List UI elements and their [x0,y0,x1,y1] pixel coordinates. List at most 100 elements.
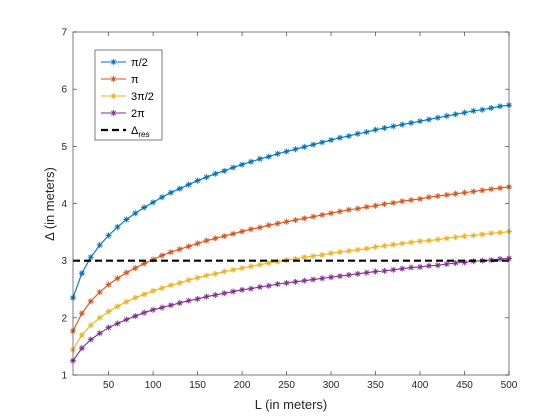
data-point-marker [336,134,343,141]
data-point-marker [488,105,495,112]
y-tick-label: 2 [61,313,67,324]
data-point-marker [78,310,85,317]
data-point-marker [319,275,326,282]
data-point-marker [256,283,263,290]
data-point-marker [141,204,148,211]
data-point-marker [390,241,397,248]
data-point-marker [283,279,290,286]
data-point-marker [443,235,450,242]
data-point-marker [247,226,254,233]
data-point-marker [319,211,326,218]
data-point-marker [105,324,112,331]
data-point-marker [310,253,317,260]
data-point-marker [185,181,192,188]
data-point-marker [372,202,379,209]
data-point-marker [230,230,237,237]
y-tick-label: 5 [61,142,67,153]
data-point-marker [479,187,486,194]
x-tick-label: 400 [412,380,429,391]
data-point-marker [470,188,477,195]
data-point-marker [461,189,468,196]
legend-label: π/2 [131,57,148,69]
data-point-marker [167,302,174,309]
data-point-marker [443,191,450,198]
data-point-marker [497,103,504,110]
data-point-marker [212,170,219,177]
data-point-marker [292,217,299,224]
data-point-marker [336,273,343,280]
legend-label: π [131,74,139,86]
data-point-marker [239,286,246,293]
data-point-marker [434,262,441,269]
legend-marker [110,110,117,116]
data-point-marker [87,254,94,261]
data-point-marker [132,265,139,272]
data-point-marker [434,236,441,243]
data-point-marker [292,255,299,262]
data-point-marker [328,274,335,281]
data-point-marker [301,277,308,284]
data-point-marker [114,320,121,327]
data-point-marker [158,194,165,201]
data-point-marker [372,268,379,275]
data-point-marker [399,265,406,272]
data-point-marker [381,201,388,208]
data-point-marker [247,263,254,270]
data-point-marker [221,290,228,297]
data-point-marker [194,295,201,302]
data-point-marker [345,206,352,213]
data-point-marker [96,289,103,296]
data-point-marker [301,254,308,261]
data-point-marker [123,316,130,323]
data-point-marker [167,282,174,289]
data-point-marker [239,161,246,168]
data-point-marker [345,133,352,140]
data-point-marker [274,258,281,265]
x-tick-label: 150 [189,380,206,391]
data-point-marker [452,190,459,197]
data-point-marker [167,189,174,196]
data-point-marker [408,239,415,246]
legend-marker [110,93,117,99]
data-point-marker [230,164,237,171]
data-point-marker [354,246,361,253]
data-point-marker [247,285,254,292]
ticks-layer: 50 100 150 200 250 300 350 400 450 500 1 2 3 4 5 6 7 [61,28,517,392]
y-axis-label: Δ (in meters) [42,167,57,241]
data-point-marker [328,250,335,257]
data-point-marker [319,139,326,146]
y-tick-label: 1 [61,371,67,382]
data-point-marker [390,199,397,206]
data-point-marker [150,199,157,206]
data-point-marker [425,194,432,201]
data-point-marker [381,267,388,274]
data-point-marker [470,232,477,239]
data-point-marker [96,314,103,321]
data-point-marker [256,224,263,231]
data-point-marker [390,266,397,273]
data-point-marker [185,243,192,250]
data-point-marker [399,121,406,128]
x-tick-label: 50 [103,380,115,391]
data-point-marker [167,249,174,256]
data-point-marker [452,259,459,266]
legend-entry-pi: π [101,74,139,86]
data-point-marker [221,167,228,174]
data-point-marker [212,291,219,298]
data-point-marker [265,282,272,289]
data-point-marker [452,234,459,241]
legend-label: 2π [131,108,145,120]
data-point-marker [310,276,317,283]
data-point-marker [434,193,441,200]
data-point-marker [479,231,486,238]
data-point-marker [114,223,121,230]
data-point-marker [497,229,504,236]
data-point-marker [372,126,379,133]
data-point-marker [176,279,183,286]
data-point-marker [354,205,361,212]
data-point-marker [141,309,148,316]
data-point-marker [408,197,415,204]
x-tick-label: 100 [145,380,162,391]
